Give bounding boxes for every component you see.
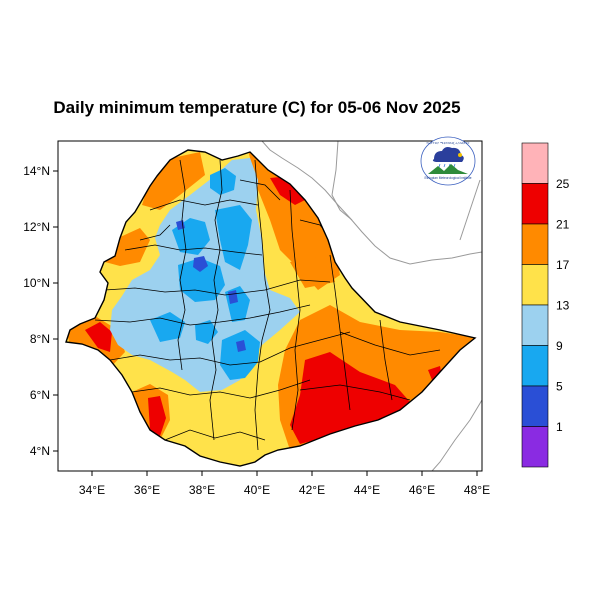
legend: 25 21 17 13 9 5 1 (521, 142, 570, 468)
legend-swatch (521, 426, 549, 468)
x-tick-label: 40°E (244, 483, 270, 497)
x-tick-label: 34°E (79, 483, 105, 497)
x-tick-label: 38°E (189, 483, 215, 497)
x-tick-label: 44°E (354, 483, 380, 497)
neighbour-borders (261, 141, 482, 471)
logo-bottom-text: Ethiopian Meteorological Institute (425, 176, 472, 180)
y-tick-label: 10°N (23, 276, 50, 290)
legend-label: 21 (556, 218, 570, 232)
logo-top-text: የኢትዮጵያ ሜቲዎሮሎጂ ኢንስቲትዩት (427, 141, 471, 145)
legend-swatch (521, 183, 549, 225)
x-tick-label: 42°E (299, 483, 325, 497)
x-axis: 34°E 36°E 38°E 40°E 42°E 44°E 46°E 48°E (79, 471, 490, 497)
legend-label: 13 (556, 299, 570, 313)
legend-swatch (521, 142, 549, 184)
country-outline (65, 149, 477, 467)
legend-swatch (521, 345, 549, 387)
legend-swatch (521, 304, 549, 346)
map-frame (57, 140, 483, 472)
legend-label: 9 (556, 339, 563, 353)
legend-label: 5 (556, 380, 563, 394)
x-tick-label: 48°E (464, 483, 490, 497)
mountain-icon (428, 164, 468, 174)
legend-label: 1 (556, 420, 563, 434)
y-tick-label: 12°N (23, 220, 50, 234)
y-tick-label: 8°N (30, 332, 50, 346)
legend-swatch (521, 385, 549, 427)
y-axis: 14°N 12°N 10°N 8°N 6°N 4°N (23, 164, 58, 458)
emi-logo: የኢትዮጵያ ሜቲዎሮሎጂ ኢንስቲትዩት Ethiopian Meteorol… (420, 136, 476, 186)
y-tick-label: 14°N (23, 164, 50, 178)
legend-swatch (521, 223, 549, 265)
legend-label: 17 (556, 258, 570, 272)
legend-label: 25 (556, 177, 570, 191)
map-title: Daily minimum temperature (C) for 05-06 … (53, 98, 460, 117)
y-tick-label: 6°N (30, 388, 50, 402)
admin-boundaries (94, 159, 441, 451)
y-tick-label: 4°N (30, 444, 50, 458)
x-tick-label: 36°E (134, 483, 160, 497)
sun-icon (458, 153, 462, 157)
cloud-icon (432, 147, 464, 162)
legend-swatch (521, 264, 549, 306)
x-tick-label: 46°E (409, 483, 435, 497)
